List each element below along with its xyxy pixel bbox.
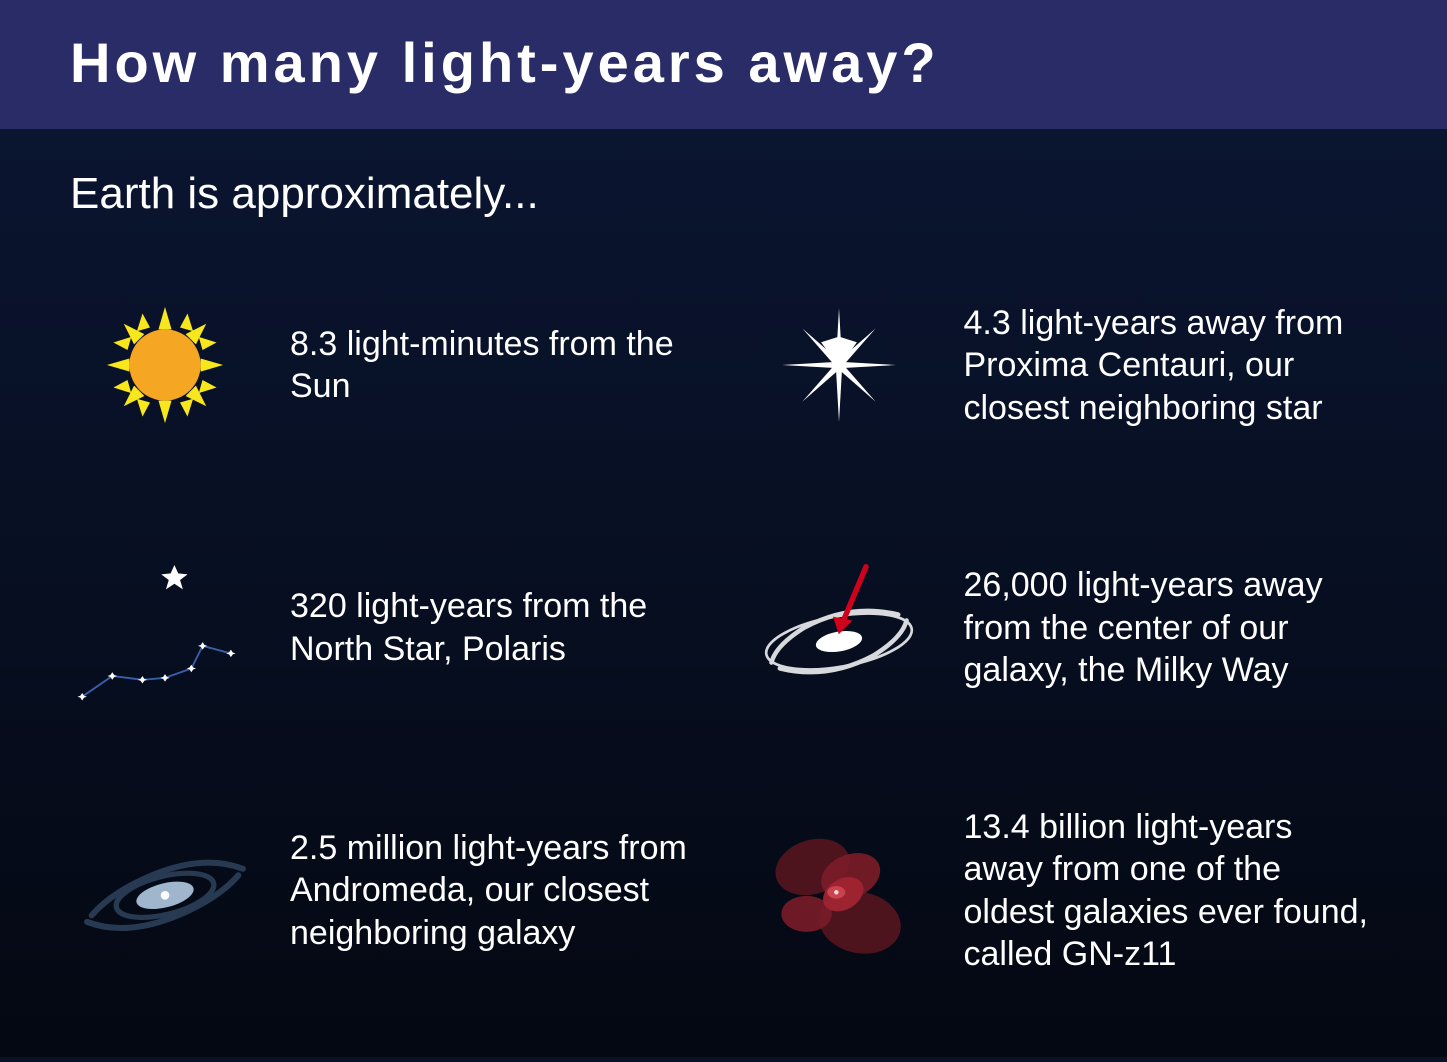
fact-text: 320 light-years from the North Star, Pol… bbox=[290, 585, 704, 670]
fact-polaris: 320 light-years from the North Star, Pol… bbox=[70, 512, 704, 745]
gnz11-icon bbox=[744, 806, 934, 976]
sun-icon bbox=[70, 280, 260, 450]
fact-andromeda: 2.5 million light-years from Andromeda, … bbox=[70, 774, 704, 1007]
fact-proxima: 4.3 light-years away from Proxima Centau… bbox=[744, 249, 1378, 482]
page-title: How many light-years away? bbox=[70, 30, 1377, 95]
fact-text: 2.5 million light-years from Andromeda, … bbox=[290, 827, 704, 955]
sparkle-star-icon bbox=[744, 280, 934, 450]
facts-grid: 8.3 light-minutes from the Sun 4.3 light… bbox=[70, 249, 1377, 1007]
content-area: Earth is approximately... bbox=[0, 129, 1447, 1057]
fact-milkyway: 26,000 light-years away from the center … bbox=[744, 512, 1378, 745]
andromeda-icon bbox=[70, 806, 260, 976]
header-bar: How many light-years away? bbox=[0, 0, 1447, 129]
subtitle: Earth is approximately... bbox=[70, 169, 1377, 219]
fact-sun: 8.3 light-minutes from the Sun bbox=[70, 249, 704, 482]
fact-text: 8.3 light-minutes from the Sun bbox=[290, 323, 704, 408]
fact-text: 26,000 light-years away from the center … bbox=[964, 564, 1378, 692]
fact-text: 4.3 light-years away from Proxima Centau… bbox=[964, 302, 1378, 430]
fact-text: 13.4 billion light-years away from one o… bbox=[964, 806, 1378, 976]
fact-gnz11: 13.4 billion light-years away from one o… bbox=[744, 774, 1378, 1007]
milky-way-icon bbox=[744, 543, 934, 713]
constellation-icon bbox=[70, 543, 260, 713]
